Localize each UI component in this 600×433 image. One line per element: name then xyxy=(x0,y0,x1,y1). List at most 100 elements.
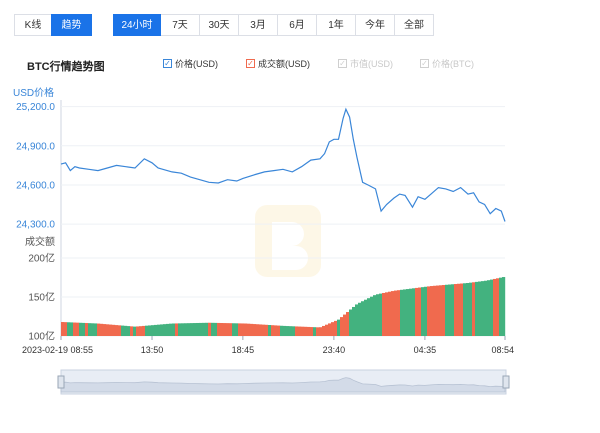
tab-all[interactable]: 全部 xyxy=(394,14,434,36)
volume-bar xyxy=(154,324,158,336)
volume-bar xyxy=(190,323,194,336)
volume-bar xyxy=(379,293,383,336)
watermark-logo xyxy=(255,205,321,277)
legend-marketcap-usd[interactable]: ✓ 市值(USD) xyxy=(338,57,393,70)
legend-label: 价格(BTC) xyxy=(432,59,474,69)
volume-bar xyxy=(133,326,137,336)
volume-bar xyxy=(61,322,65,336)
legend-label: 市值(USD) xyxy=(350,59,393,69)
volume-bar xyxy=(418,287,422,336)
volume-bar xyxy=(376,294,380,336)
volume-bar xyxy=(70,322,74,336)
volume-bar xyxy=(346,312,350,336)
volume-bar xyxy=(271,325,275,336)
price-tick-label: 25,200.0 xyxy=(16,102,55,113)
volume-bar xyxy=(223,323,227,336)
volume-bar xyxy=(295,326,299,336)
volume-bar xyxy=(247,323,251,336)
volume-bar xyxy=(103,324,107,336)
volume-bar xyxy=(499,277,503,336)
x-tick-label: 23:40 xyxy=(323,345,346,355)
volume-bar xyxy=(493,278,497,336)
volume-bar xyxy=(100,323,104,336)
volume-bar xyxy=(118,325,122,336)
volume-bar xyxy=(163,324,167,336)
volume-bar xyxy=(157,324,161,336)
volume-bar xyxy=(76,322,80,336)
price-tick-label: 24,300.0 xyxy=(16,220,55,231)
volume-bar xyxy=(334,320,338,336)
tab-trend[interactable]: 趋势 xyxy=(51,14,92,36)
zoom-slider[interactable] xyxy=(57,369,510,395)
volume-bar xyxy=(220,323,224,336)
volume-bar xyxy=(232,323,236,336)
volume-bar xyxy=(478,281,482,336)
volume-bar xyxy=(241,323,245,336)
checkbox-icon: ✓ xyxy=(420,59,429,68)
volume-bar xyxy=(313,327,317,336)
volume-bar xyxy=(394,290,398,336)
slider-overview-line xyxy=(60,377,506,393)
volume-bar xyxy=(388,291,392,336)
volume-bar xyxy=(67,322,71,336)
volume-bar xyxy=(352,306,356,336)
volume-bar xyxy=(451,284,455,336)
checkbox-icon: ✓ xyxy=(163,59,172,68)
volume-bar xyxy=(307,326,311,336)
volume-bar xyxy=(73,322,77,336)
volume-bar xyxy=(202,322,206,336)
volume-bar xyxy=(406,289,410,336)
volume-bar xyxy=(475,281,479,336)
volume-bar xyxy=(484,280,488,336)
volume-bar xyxy=(268,325,272,336)
view-tab-group: K线 趋势 xyxy=(14,14,92,36)
volume-bar xyxy=(124,325,128,336)
volume-bar xyxy=(127,326,131,336)
volume-bar xyxy=(193,323,197,336)
volume-bar xyxy=(445,284,449,336)
volume-bar xyxy=(85,323,89,336)
checkbox-icon: ✓ xyxy=(338,59,347,68)
volume-bar xyxy=(106,324,110,336)
volume-bar xyxy=(64,322,68,336)
volume-bar xyxy=(316,327,320,336)
volume-bar xyxy=(187,323,191,336)
volume-bar xyxy=(121,325,125,336)
volume-bar xyxy=(97,323,101,336)
volume-bar xyxy=(430,286,434,336)
legend-price-usd[interactable]: ✓ 价格(USD) xyxy=(163,57,218,70)
chart-legend: ✓ 价格(USD) ✓ 成交额(USD) ✓ 市值(USD) ✓ 价格(BTC) xyxy=(0,57,600,73)
volume-bar xyxy=(463,283,467,336)
volume-bar xyxy=(91,323,95,336)
volume-bar xyxy=(115,325,119,336)
volume-bar xyxy=(442,285,446,336)
checkbox-icon: ✓ xyxy=(246,59,255,68)
slider-left-handle[interactable] xyxy=(57,375,65,389)
volume-bar xyxy=(244,323,248,336)
x-tick-label: 13:50 xyxy=(141,345,164,355)
chart-title: BTC行情趋势图 xyxy=(27,61,105,73)
volume-bar xyxy=(487,280,491,336)
volume-bar xyxy=(439,285,443,336)
volume-bar xyxy=(169,323,173,336)
volume-bar xyxy=(373,295,377,336)
slider-right-handle[interactable] xyxy=(502,375,510,389)
volume-bar xyxy=(94,323,98,336)
volume-bar xyxy=(304,326,308,336)
volume-bar xyxy=(481,281,485,336)
tab-6m[interactable]: 6月 xyxy=(277,14,317,36)
volume-bar xyxy=(139,326,143,336)
volume-bar xyxy=(454,284,458,336)
volume-bar xyxy=(256,324,260,336)
tab-24h[interactable]: 24小时 xyxy=(113,14,161,36)
legend-price-btc[interactable]: ✓ 价格(BTC) xyxy=(420,57,474,70)
x-tick-label: 08:54 xyxy=(491,345,514,355)
volume-bar xyxy=(466,283,470,336)
volume-bar xyxy=(331,322,335,336)
volume-bar xyxy=(349,309,353,336)
volume-bar xyxy=(310,327,314,336)
legend-volume-usd[interactable]: ✓ 成交额(USD) xyxy=(246,57,310,70)
legend-label: 成交额(USD) xyxy=(258,59,310,69)
volume-bar xyxy=(109,324,113,336)
volume-bar xyxy=(280,325,284,336)
